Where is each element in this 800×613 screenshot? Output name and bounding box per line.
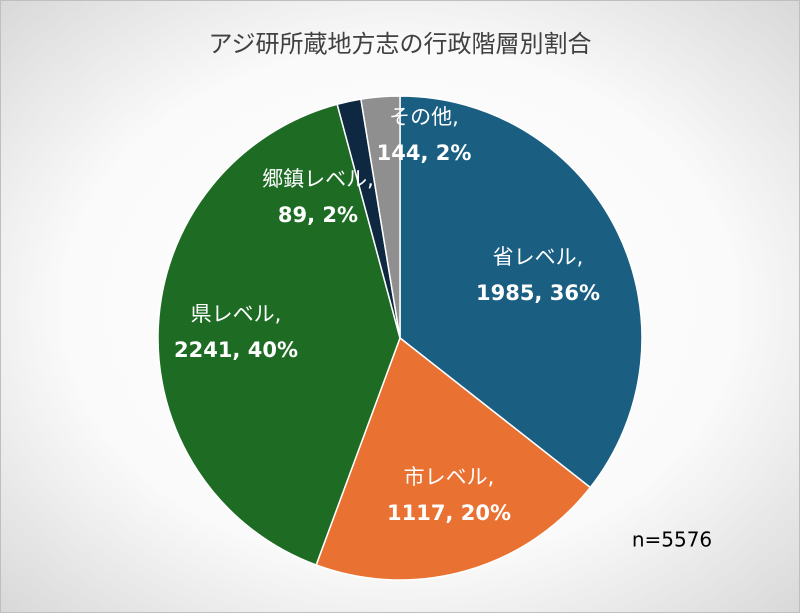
slice-category-label: 県レベル,	[191, 302, 282, 326]
slice-value-label: 1985, 36%	[476, 281, 600, 305]
slice-value-label: 2241, 40%	[174, 338, 298, 362]
slice-category-label: 省レベル,	[493, 245, 584, 269]
slice-value-label: 144, 2%	[377, 141, 472, 165]
sample-size-note: n=5576	[632, 528, 712, 552]
chart-title: アジ研所蔵地方志の行政階層別割合	[208, 30, 591, 58]
pie-slice	[157, 103, 401, 566]
pie-slice	[315, 336, 592, 581]
pie-slice	[360, 95, 401, 339]
slice-value-label: 1117, 20%	[387, 501, 511, 525]
slice-category-label: 郷鎮レベル,	[262, 167, 374, 191]
slice-category-label: その他,	[389, 105, 459, 129]
pie-slice	[399, 95, 643, 489]
slice-value-label: 89, 2%	[278, 203, 358, 227]
slice-category-label: 市レベル,	[404, 465, 495, 489]
